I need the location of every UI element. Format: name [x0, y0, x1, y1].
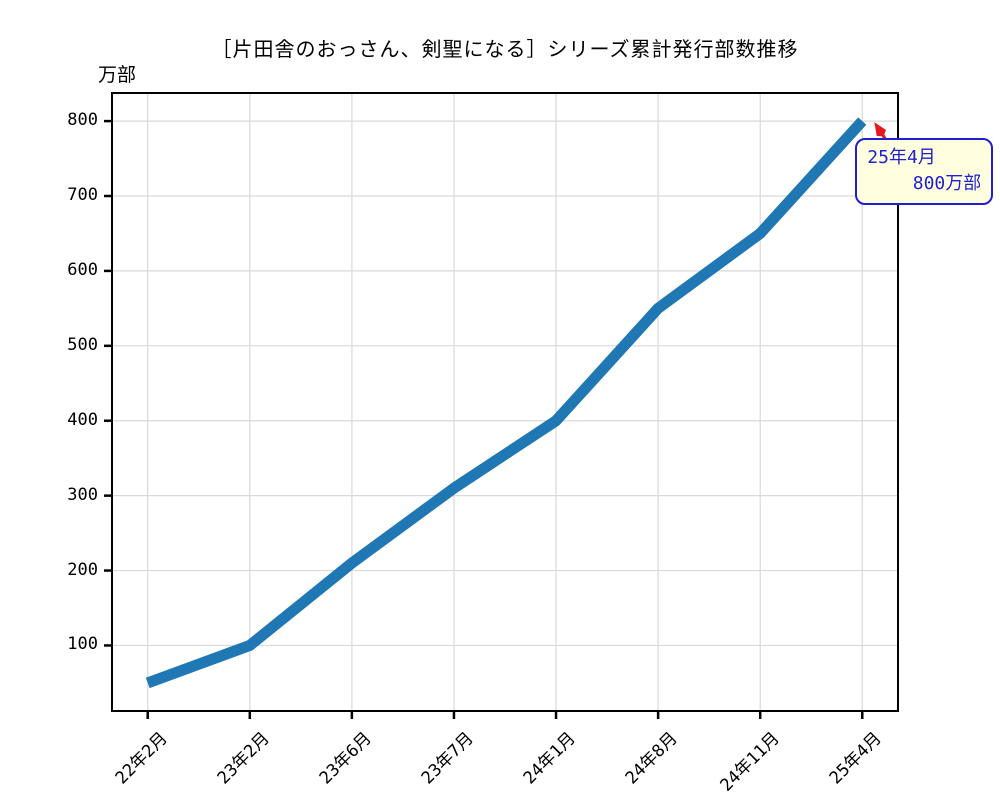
y-tick-label: 200: [67, 559, 98, 580]
series-line: [145, 117, 867, 689]
annotation-line-value: 800万部: [912, 173, 982, 195]
y-tick-label: 400: [67, 409, 98, 430]
y-tick-label: 500: [67, 334, 98, 355]
arrow-head: [874, 122, 886, 137]
annotation-line-date: 25年4月: [867, 147, 936, 169]
y-tick-label: 800: [67, 110, 98, 131]
y-axis-unit-label: 万部: [98, 64, 137, 86]
chart-title: ［片田舎のおっさん、剣聖になる］シリーズ累計発行部数推移: [211, 37, 799, 61]
plot-border: [111, 92, 899, 712]
y-tick-label: 300: [67, 484, 98, 505]
annotation-callout: 25年4月 800万部: [855, 138, 994, 206]
gridlines: [112, 93, 898, 711]
y-tick-label: 600: [67, 259, 98, 280]
axes-spines: [111, 92, 899, 712]
y-tick-label: 700: [67, 185, 98, 205]
axis-tick-marks: [104, 119, 864, 719]
y-tick-label: 100: [67, 634, 98, 655]
series-layer: [145, 117, 867, 689]
